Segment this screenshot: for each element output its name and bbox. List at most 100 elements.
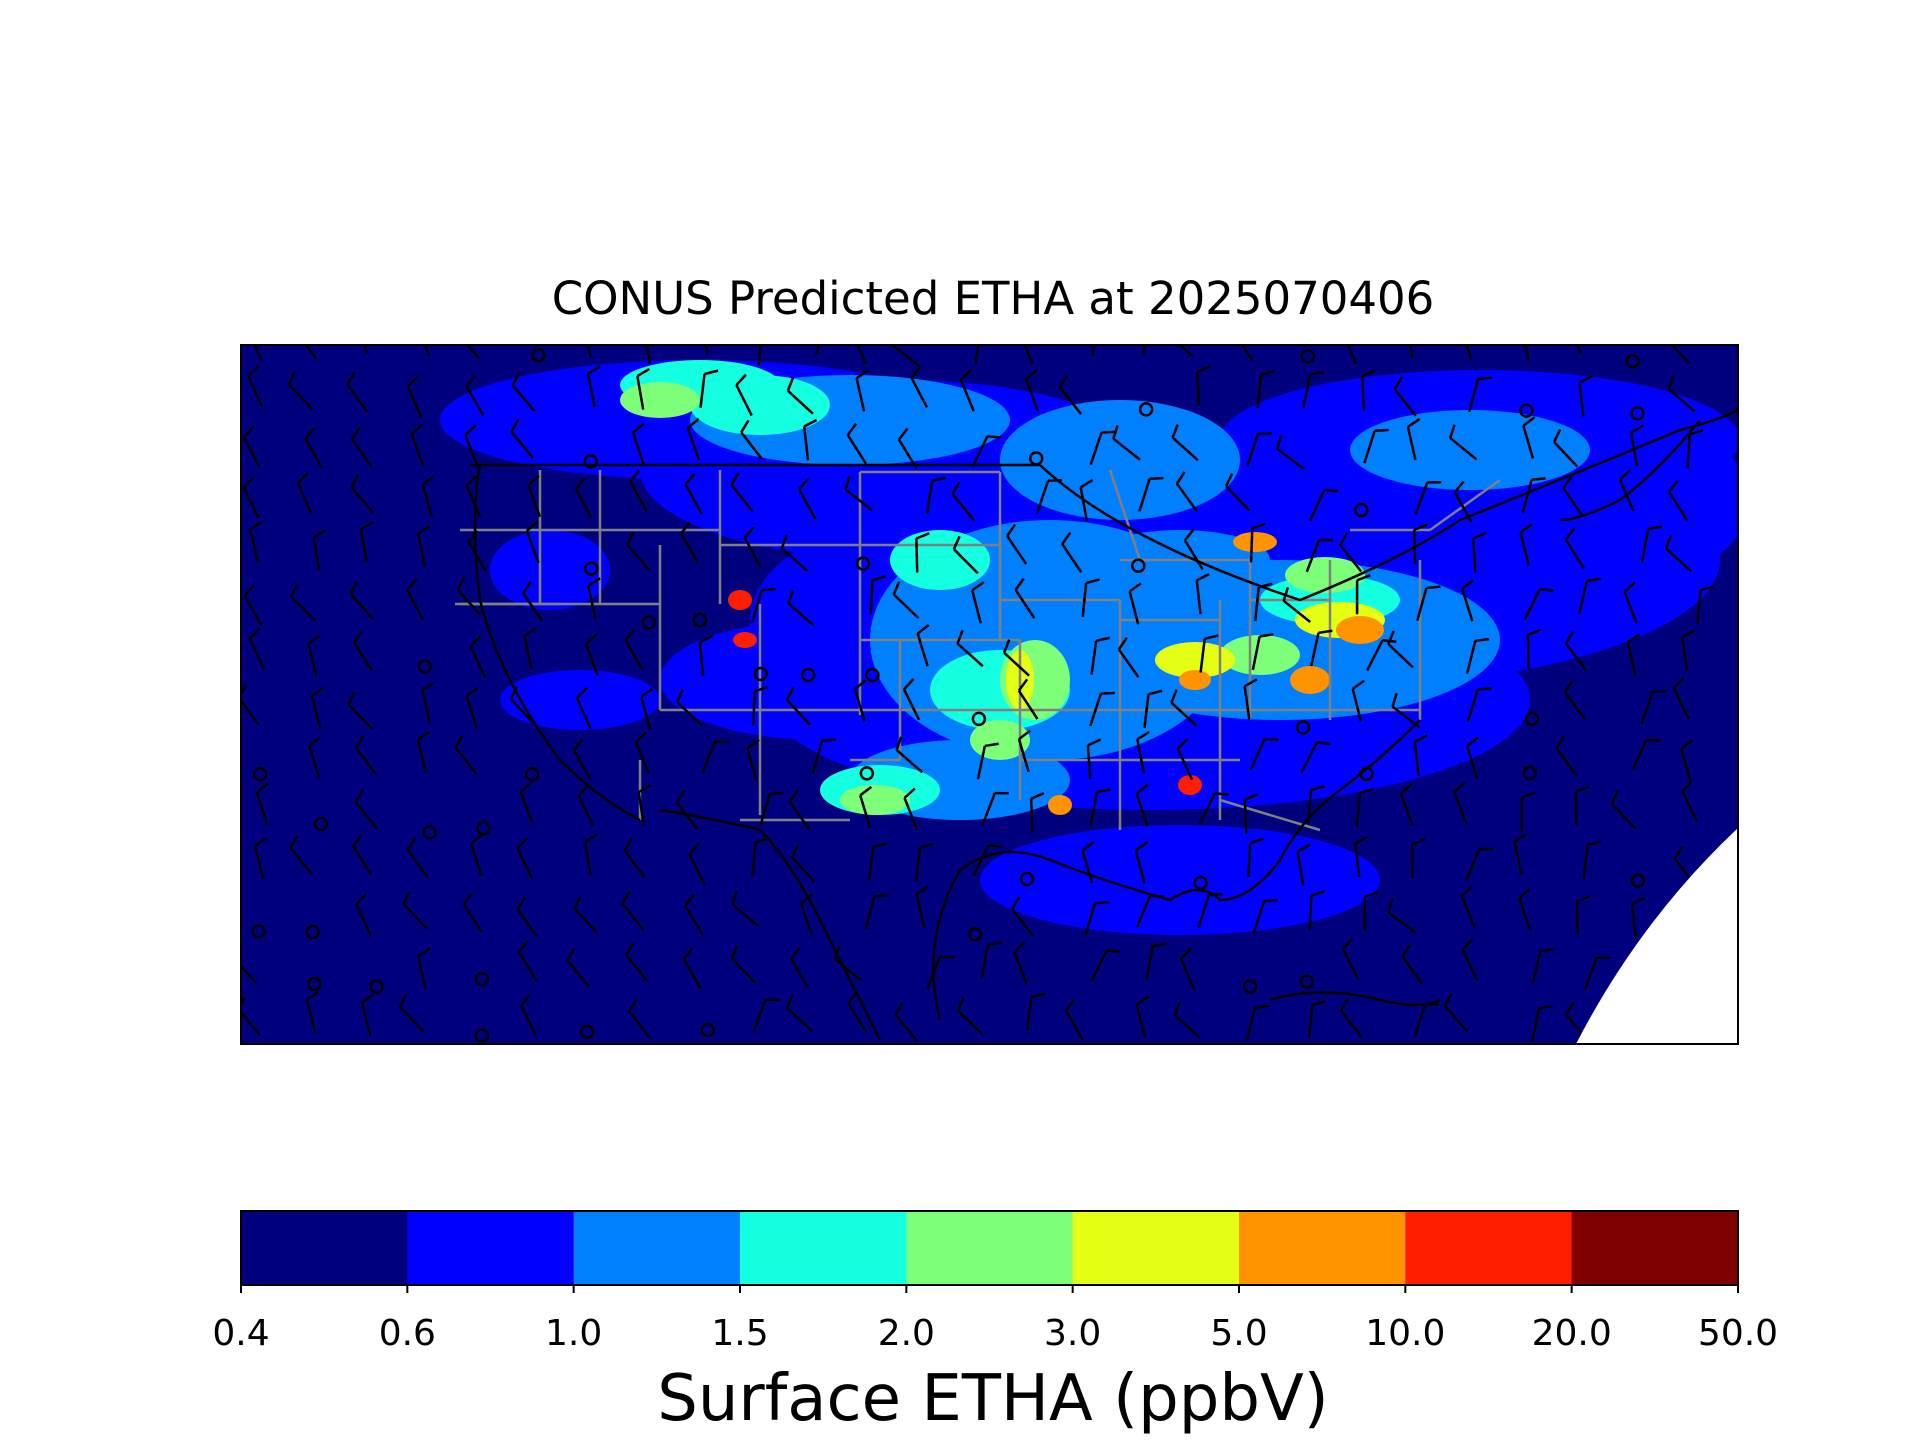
calm-wind-marker [1359,766,1374,781]
wind-barb-flag [1400,783,1413,795]
wind-barb-flag [247,365,260,377]
wind-barb-flag [1393,376,1404,390]
concentration-patch [490,530,610,610]
concentration-patch [890,530,990,590]
wind-barb [846,434,867,465]
wind-barb-flag [1264,737,1279,742]
wind-barb-flag [625,942,635,956]
wind-barb-flag [1011,896,1021,910]
calm-wind-marker [700,1022,715,1038]
wind-barb [584,643,599,677]
wind-barb-flag [469,635,482,648]
wind-barb [399,1006,425,1033]
wind-barb [1241,345,1254,362]
concentration-patch [690,375,830,435]
wind-barb-flag [844,475,851,490]
wind-barb-flag [859,785,873,797]
calm-wind-marker [305,924,320,940]
wind-barb [1582,844,1589,879]
calm-wind-marker [369,979,384,994]
wind-barb [787,389,814,415]
wind-barb [465,484,482,518]
wind-barb [1413,741,1420,776]
wind-barb-flag [1555,735,1566,749]
wind-barb-flag [582,316,593,324]
wind-barb-flag [1264,898,1279,903]
calm-wind-marker [476,821,491,836]
wind-barb-flag [523,627,538,637]
wind-barb-flag [1254,1004,1270,1009]
wind-barb-flag [1061,531,1072,545]
wind-barb-flag [1472,531,1487,540]
wind-barb-flag [903,678,915,691]
wind-barb [572,749,592,781]
wind-barb [1138,478,1151,512]
wind-barb [625,954,649,983]
wind-barb [1443,1005,1469,1033]
wind-barb [910,376,929,408]
wind-barb-flag [847,991,858,1004]
wind-barb [1399,792,1414,826]
wind-barb [1134,849,1146,884]
wind-barb [1300,741,1318,774]
calm-wind-marker [583,454,599,469]
wind-barb [1354,843,1361,878]
calm-wind-marker [1019,871,1035,887]
wind-barb [897,438,918,470]
wind-barb [423,345,431,357]
wind-barb-flag [688,842,700,855]
wind-barb [1017,689,1039,720]
wind-barb-flag [1282,587,1290,602]
wind-barb [1525,345,1530,361]
wind-barb [573,907,599,935]
wind-barb [307,643,318,677]
wind-barb-flag [1673,677,1685,690]
wind-barb-flag [1364,890,1379,899]
wind-barb [519,791,534,825]
wind-barb [1173,1014,1201,1039]
wind-barb-flag [407,375,419,388]
calm-wind-marker [1193,875,1208,891]
wind-barb-flag [1578,375,1593,384]
wind-barb [346,383,369,413]
wind-barb [743,537,762,569]
wind-barb [1610,802,1637,830]
wind-barb [780,547,809,572]
wind-barb [915,847,922,882]
wind-barb-flag [1477,376,1493,381]
colorbar: 0.4 0.6 1.0 1.5 2.0 3.0 5.0 10.0 20.0 50.0 [212,1210,1778,1354]
wind-barb-flag [1244,793,1259,801]
wind-barb-flag [1175,471,1186,485]
wind-barb [516,908,539,938]
wind-barb-flag [1401,944,1412,958]
wind-barb-flag [675,790,686,804]
wind-barb [1467,378,1480,413]
wind-barb-flag [355,893,368,906]
wind-barb-flag [1135,783,1149,795]
wind-barb-flag [931,476,947,482]
wind-barb [1460,895,1476,928]
wind-barb [510,431,534,459]
wind-barb-flag [1318,629,1333,635]
wind-barb [255,792,269,826]
wind-barb-flag [903,787,916,799]
wind-barb-flag [1244,678,1258,688]
wind-barb [1387,911,1417,934]
wind-barb [1246,433,1260,467]
wind-barb-flag [1610,790,1619,805]
concentration-patch [1290,666,1330,694]
wind-barb-flag [1475,637,1490,642]
concentration-patch [728,590,752,610]
wind-barb [1526,634,1530,669]
wind-barb-flag [1576,894,1591,903]
wind-barb [406,848,429,879]
wind-barb [249,529,260,563]
wind-barb-flag [1564,527,1576,541]
wind-barb-flag [1565,1001,1575,1015]
wind-barb-flag [1180,947,1192,960]
wind-barb-flag [1342,323,1352,333]
wind-barb [1465,848,1481,881]
wind-barb-flag [684,894,695,907]
wind-barb-flag [1700,585,1715,592]
wind-barb [971,435,989,468]
